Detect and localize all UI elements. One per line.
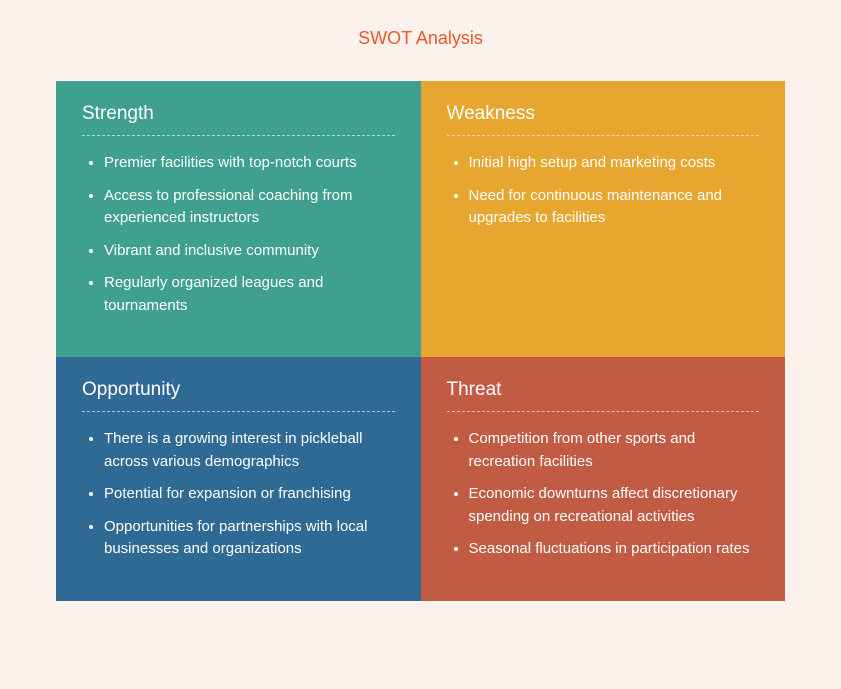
quad-threat-heading: Threat: [447, 379, 760, 412]
list-item: Competition from other sports and recrea…: [469, 428, 760, 473]
list-item: Premier facilities with top-notch courts: [104, 152, 395, 175]
quad-weakness-heading: Weakness: [447, 103, 760, 136]
list-item: There is a growing interest in picklebal…: [104, 428, 395, 473]
quad-threat: Threat Competition from other sports and…: [421, 357, 786, 601]
list-item: Opportunities for partnerships with loca…: [104, 516, 395, 561]
list-item: Economic downturns affect discretionary …: [469, 483, 760, 528]
quad-strength-list: Premier facilities with top-notch courts…: [82, 152, 395, 317]
list-item: Need for continuous maintenance and upgr…: [469, 185, 760, 230]
quad-opportunity-list: There is a growing interest in picklebal…: [82, 428, 395, 561]
list-item: Regularly organized leagues and tourname…: [104, 272, 395, 317]
list-item: Access to professional coaching from exp…: [104, 185, 395, 230]
quad-weakness-list: Initial high setup and marketing costs N…: [447, 152, 760, 230]
list-item: Initial high setup and marketing costs: [469, 152, 760, 175]
swot-grid: Strength Premier facilities with top-not…: [56, 81, 785, 601]
swot-container: SWOT Analysis Strength Premier facilitie…: [0, 0, 841, 641]
quad-weakness: Weakness Initial high setup and marketin…: [421, 81, 786, 357]
list-item: Seasonal fluctuations in participation r…: [469, 538, 760, 561]
quad-opportunity: Opportunity There is a growing interest …: [56, 357, 421, 601]
list-item: Vibrant and inclusive community: [104, 240, 395, 263]
quad-threat-list: Competition from other sports and recrea…: [447, 428, 760, 561]
page-title: SWOT Analysis: [56, 28, 785, 49]
quad-strength-heading: Strength: [82, 103, 395, 136]
list-item: Potential for expansion or franchising: [104, 483, 395, 506]
quad-opportunity-heading: Opportunity: [82, 379, 395, 412]
quad-strength: Strength Premier facilities with top-not…: [56, 81, 421, 357]
